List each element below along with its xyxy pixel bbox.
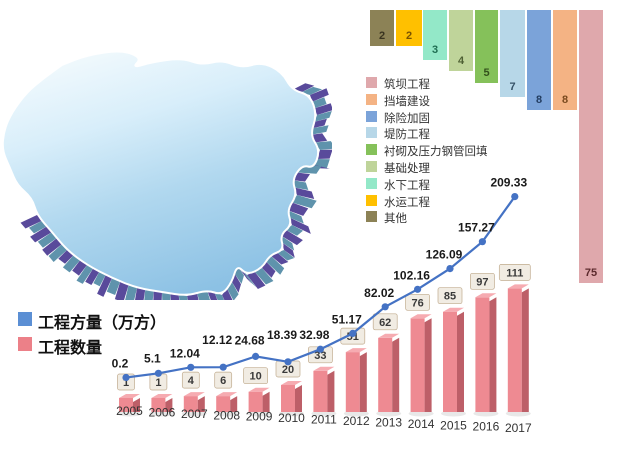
svg-text:82.02: 82.02 [364,286,394,300]
svg-text:2005: 2005 [116,404,143,418]
svg-text:2006: 2006 [149,405,176,419]
svg-text:20: 20 [282,364,294,376]
svg-text:102.16: 102.16 [393,268,430,282]
svg-text:2014: 2014 [408,417,435,431]
svg-text:1: 1 [155,377,161,389]
svg-text:12.04: 12.04 [170,346,200,360]
svg-text:62: 62 [379,317,391,329]
svg-text:24.68: 24.68 [235,333,265,347]
svg-text:10: 10 [249,371,261,383]
svg-text:2017: 2017 [505,421,532,435]
svg-text:209.33: 209.33 [490,176,527,190]
svg-text:2016: 2016 [473,420,500,434]
svg-text:4: 4 [188,375,195,387]
svg-text:2015: 2015 [440,418,467,432]
svg-text:51.17: 51.17 [332,312,362,326]
svg-text:5.1: 5.1 [144,351,161,365]
svg-text:2011: 2011 [311,413,337,427]
svg-text:18.39: 18.39 [267,328,297,342]
svg-text:32.98: 32.98 [299,328,329,342]
svg-text:2009: 2009 [246,410,273,424]
svg-text:111: 111 [506,267,523,279]
svg-text:2007: 2007 [181,407,208,421]
svg-text:97: 97 [476,276,488,288]
svg-text:0.2: 0.2 [112,357,129,371]
svg-text:6: 6 [220,375,226,387]
svg-text:76: 76 [411,297,423,309]
svg-text:2012: 2012 [343,414,370,428]
svg-text:2013: 2013 [375,415,402,429]
svg-text:85: 85 [444,291,456,303]
svg-text:2008: 2008 [213,408,240,422]
svg-text:12.12: 12.12 [202,333,232,347]
svg-text:157.27: 157.27 [458,221,495,235]
svg-text:126.09: 126.09 [426,248,463,262]
svg-text:2010: 2010 [278,411,305,425]
